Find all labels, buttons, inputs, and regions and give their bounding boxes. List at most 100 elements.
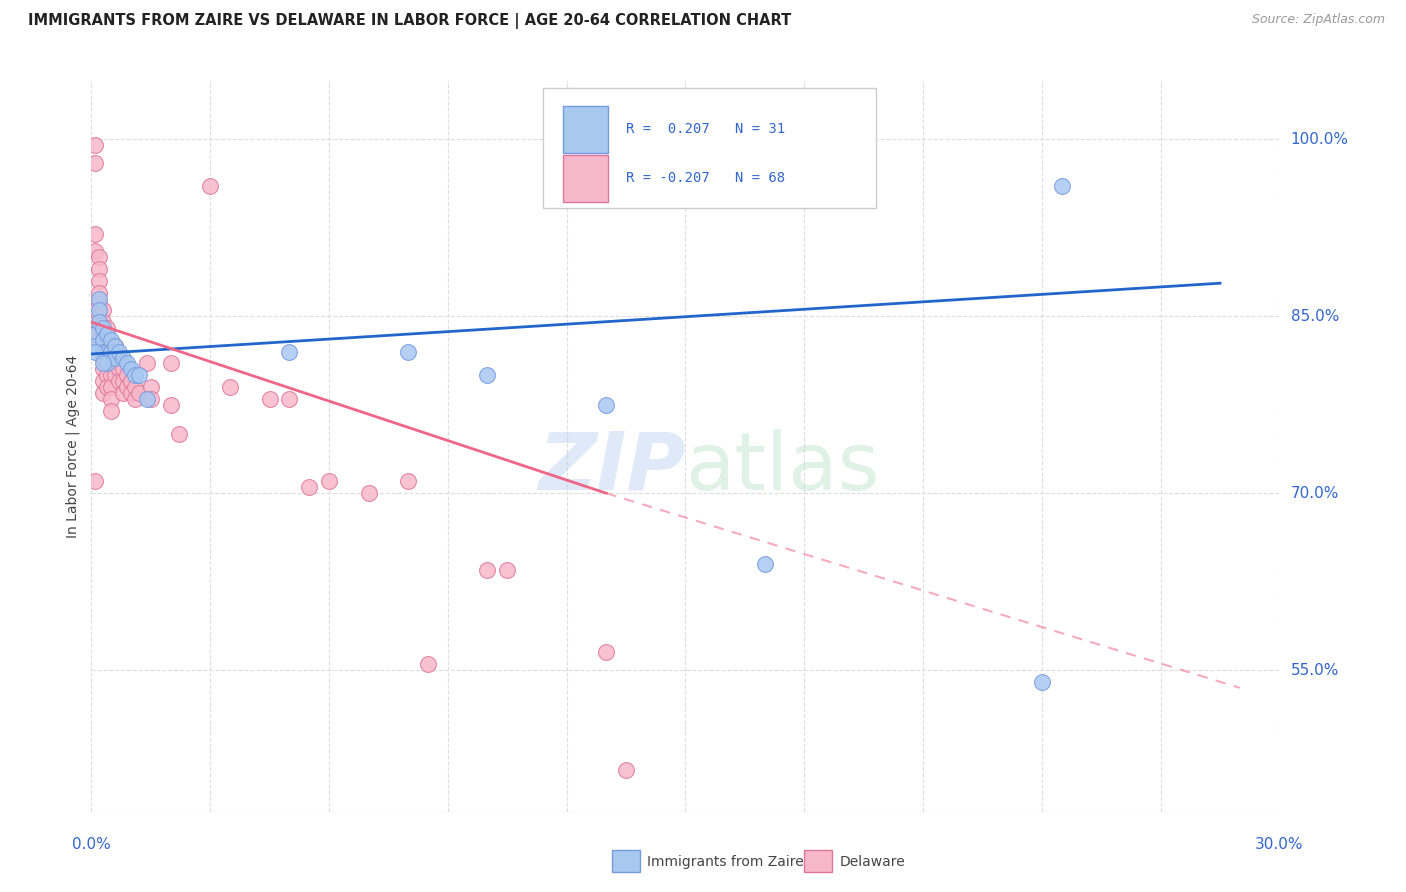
FancyBboxPatch shape [562,155,609,202]
Point [357,486,380,500]
Point [112,351,135,365]
Point [89,321,111,335]
Point [298,480,321,494]
Y-axis label: In Labor Force | Age 20-64: In Labor Force | Age 20-64 [66,354,80,538]
Point [96,344,118,359]
Text: Delaware: Delaware [839,855,905,869]
Point [139,380,162,394]
Point [84,227,107,241]
Point [396,344,419,359]
Point [89,333,111,347]
Text: Immigrants from Zaire: Immigrants from Zaire [647,855,803,869]
Point [84,138,107,153]
Point [120,385,142,400]
Point [91,333,114,347]
Point [139,392,162,406]
Point [104,368,127,383]
Point [89,292,111,306]
Text: ZIP: ZIP [538,429,685,507]
Point [278,392,301,406]
FancyBboxPatch shape [562,106,609,153]
Point [108,344,131,359]
Point [128,385,150,400]
Point [416,657,439,672]
Point [100,344,122,359]
Text: 100.0%: 100.0% [1291,132,1348,147]
Point [96,321,118,335]
Point [91,303,114,318]
Point [595,645,617,659]
Point [128,368,150,383]
Point [396,475,419,489]
Point [754,557,776,571]
Point [115,368,138,383]
Text: atlas: atlas [685,429,880,507]
Point [91,362,114,376]
Point [104,356,127,370]
Point [124,380,146,394]
Point [96,368,118,383]
Point [318,475,340,489]
Point [112,374,135,388]
Point [91,339,114,353]
Point [120,374,142,388]
Point [135,356,157,370]
Point [259,392,281,406]
Point [278,344,301,359]
Point [614,764,637,778]
Text: R =  0.207   N = 31: R = 0.207 N = 31 [626,122,785,136]
Point [595,398,617,412]
Point [84,244,107,259]
Point [96,380,118,394]
Text: 0.0%: 0.0% [72,837,111,852]
Text: 85.0%: 85.0% [1291,309,1339,324]
Point [91,385,114,400]
Text: IMMIGRANTS FROM ZAIRE VS DELAWARE IN LABOR FORCE | AGE 20-64 CORRELATION CHART: IMMIGRANTS FROM ZAIRE VS DELAWARE IN LAB… [28,13,792,29]
Point [84,344,107,359]
Point [120,362,142,376]
Point [91,326,114,341]
Point [91,344,114,359]
Point [124,368,146,383]
Point [104,351,127,365]
Point [104,339,127,353]
Text: R = -0.207   N = 68: R = -0.207 N = 68 [626,171,785,186]
Point [89,315,111,329]
Point [84,326,107,341]
Point [100,392,122,406]
Point [91,321,114,335]
Point [96,333,118,347]
Point [96,326,118,341]
Point [108,374,131,388]
Point [96,344,118,359]
Point [108,362,131,376]
FancyBboxPatch shape [543,87,876,209]
Point [89,262,111,277]
Point [167,427,190,442]
Point [112,362,135,376]
Point [89,297,111,311]
Text: Source: ZipAtlas.com: Source: ZipAtlas.com [1251,13,1385,27]
Point [84,339,107,353]
Point [496,563,519,577]
Point [91,351,114,365]
Point [91,315,114,329]
Point [108,351,131,365]
Point [100,368,122,383]
Point [1031,675,1053,690]
Point [124,392,146,406]
Point [91,356,114,370]
Point [100,344,122,359]
Point [477,368,499,383]
Point [219,380,242,394]
Point [84,475,107,489]
Point [91,374,114,388]
Point [89,310,111,324]
Point [477,563,499,577]
Point [159,398,181,412]
Point [1050,179,1073,194]
Text: 30.0%: 30.0% [1256,837,1303,852]
Point [96,356,118,370]
Point [115,356,138,370]
Point [100,333,122,347]
